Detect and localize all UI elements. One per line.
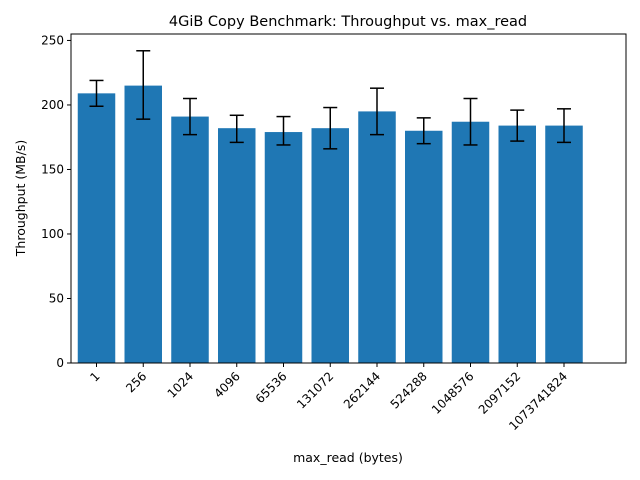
error-bar-1073741824	[557, 108, 571, 144]
y-axis: 0 50 100 150 200 250	[41, 33, 71, 370]
x-axis-label: max_read (bytes)	[293, 450, 403, 465]
error-bar-2097152	[510, 109, 525, 142]
bar-65536	[264, 132, 303, 363]
x-tick-label: 524288	[388, 369, 430, 411]
error-bar-256	[136, 50, 151, 120]
error-bar-131072	[323, 106, 338, 150]
x-tick-label: 2097152	[476, 369, 524, 417]
error-bar-524288	[416, 117, 431, 145]
x-tick-label: 1048576	[429, 369, 477, 417]
y-tick-label: 150	[41, 162, 64, 176]
y-tick-label: 200	[41, 98, 64, 112]
x-tick-label: 65536	[253, 369, 290, 406]
error-bar-262144	[370, 87, 384, 136]
error-bar-1024	[183, 97, 197, 136]
x-tick-label: 1024	[165, 369, 196, 400]
bar-1	[77, 93, 116, 363]
y-tick-label: 0	[56, 356, 64, 370]
error-bar-1048576	[463, 97, 478, 146]
error-bar-4096	[229, 114, 244, 144]
x-tick-label: 262144	[341, 369, 383, 411]
bar-256	[124, 85, 162, 364]
bar-2097152	[498, 125, 536, 363]
error-bars-layer	[89, 50, 571, 150]
plot-frame	[70, 33, 627, 364]
x-tick-label: 4096	[211, 369, 242, 400]
y-tick-label: 50	[49, 291, 64, 305]
bar-1073741824	[545, 125, 583, 363]
y-tick-label: 100	[41, 227, 64, 241]
error-bar-65536	[276, 115, 291, 146]
bar-4096	[218, 128, 256, 363]
error-bar-1	[89, 79, 104, 107]
x-tick-label: 256	[123, 369, 149, 395]
bars-layer	[77, 85, 583, 364]
bar-1048576	[451, 121, 490, 363]
x-axis: 1 256 1024 4096 65536 131072 262144 524288 10485…	[87, 363, 570, 433]
x-tick-label: 1	[87, 369, 102, 384]
y-axis-label: Throughput (MB/s)	[13, 140, 28, 257]
bar-1024	[171, 116, 209, 363]
bar-131072	[311, 128, 349, 363]
y-tick-label: 250	[41, 33, 64, 47]
bar-262144	[358, 111, 396, 363]
bar-524288	[405, 130, 443, 363]
chart-title: 4GiB Copy Benchmark: Throughput vs. max_…	[169, 14, 527, 30]
x-tick-label: 131072	[294, 369, 336, 411]
